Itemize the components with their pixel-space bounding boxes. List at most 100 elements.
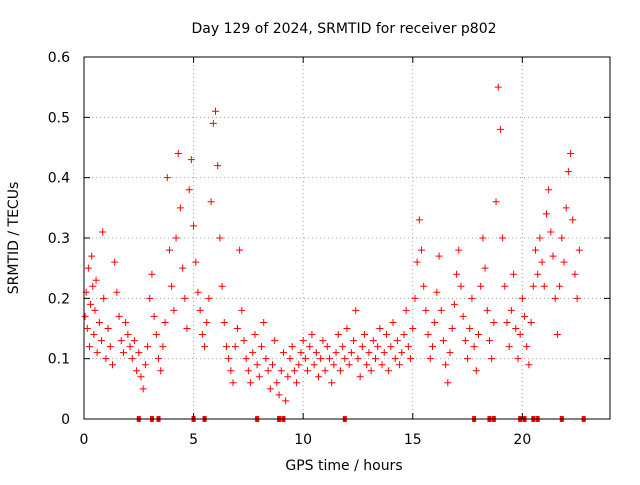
data-point [457, 282, 465, 290]
data-point [264, 367, 272, 375]
data-point [91, 306, 99, 314]
data-point [350, 337, 358, 345]
y-axis-label: SRMTID / TECUs [6, 182, 22, 295]
data-point [249, 349, 257, 357]
data-point [512, 325, 520, 332]
data-point [253, 361, 261, 369]
data-point [396, 361, 404, 369]
data-point [494, 83, 502, 91]
data-point [165, 246, 173, 254]
data-point [124, 331, 132, 339]
y-tick-label: 0.3 [48, 231, 70, 247]
data-point [345, 361, 353, 369]
x-tick-label: 15 [404, 432, 422, 448]
chart-title: Day 129 of 2024, SRMTID for receiver p80… [191, 21, 496, 37]
data-point [328, 379, 336, 387]
data-point [562, 204, 570, 212]
data-point [260, 318, 268, 326]
data-point [459, 312, 467, 320]
data-point [378, 361, 386, 369]
data-point [122, 318, 130, 326]
data-point [448, 325, 456, 332]
data-point [238, 306, 246, 314]
data-point [389, 318, 397, 326]
data-point [367, 367, 375, 375]
data-point [133, 367, 141, 375]
data-point [290, 367, 298, 375]
data-points [81, 83, 583, 405]
data-point [352, 306, 360, 314]
data-point [172, 234, 180, 242]
data-point [218, 282, 226, 290]
data-point [431, 318, 439, 326]
data-point [130, 337, 138, 345]
data-point [155, 355, 163, 363]
data-point [100, 294, 108, 302]
data-point [464, 355, 472, 363]
data-point [304, 367, 312, 375]
data-point [358, 343, 366, 351]
data-point [325, 355, 333, 363]
data-point [531, 246, 539, 254]
data-point [157, 367, 165, 375]
data-point [380, 349, 388, 357]
data-point [547, 228, 555, 236]
data-point [266, 385, 274, 393]
data-point [534, 270, 542, 278]
data-point [87, 300, 95, 308]
data-point [321, 367, 329, 375]
data-point [376, 325, 384, 332]
data-point [428, 343, 436, 351]
x-tick-label: 10 [294, 432, 312, 448]
data-point [450, 300, 458, 308]
data-point [485, 337, 493, 345]
data-point [575, 246, 583, 254]
x-axis-label: GPS time / hours [285, 458, 402, 474]
data-point [356, 373, 364, 381]
data-point [168, 282, 176, 290]
data-point [319, 337, 327, 345]
data-point [139, 385, 147, 393]
x-tick-label: 20 [513, 432, 531, 448]
data-point [187, 156, 195, 164]
data-point [106, 343, 114, 351]
data-point [220, 318, 228, 326]
data-point [152, 331, 160, 339]
data-point [135, 349, 143, 357]
data-point [81, 312, 89, 320]
data-point [347, 349, 355, 357]
data-point [148, 270, 156, 278]
data-point [527, 318, 535, 326]
data-point [332, 349, 340, 357]
data-point [481, 264, 489, 272]
data-point [483, 306, 491, 314]
data-point [407, 355, 415, 363]
data-point [317, 355, 325, 363]
data-point [542, 210, 550, 218]
data-point [523, 343, 531, 351]
data-point [411, 294, 419, 302]
data-point [102, 355, 110, 363]
data-point [553, 331, 561, 339]
data-point [382, 331, 390, 339]
data-point [538, 258, 546, 266]
data-point [418, 246, 426, 254]
data-point [470, 343, 478, 351]
data-point [146, 294, 154, 302]
data-point [556, 282, 564, 290]
data-point [560, 258, 568, 266]
data-point [150, 312, 158, 320]
data-point [258, 343, 266, 351]
data-point [564, 168, 572, 176]
data-point [174, 150, 182, 158]
y-tick-label: 0.5 [48, 110, 70, 126]
data-point [558, 234, 566, 242]
data-point [573, 294, 581, 302]
data-point [466, 325, 474, 332]
data-point [479, 234, 487, 242]
data-point [518, 294, 526, 302]
data-point [551, 294, 559, 302]
data-point [413, 258, 421, 266]
data-point [420, 282, 428, 290]
